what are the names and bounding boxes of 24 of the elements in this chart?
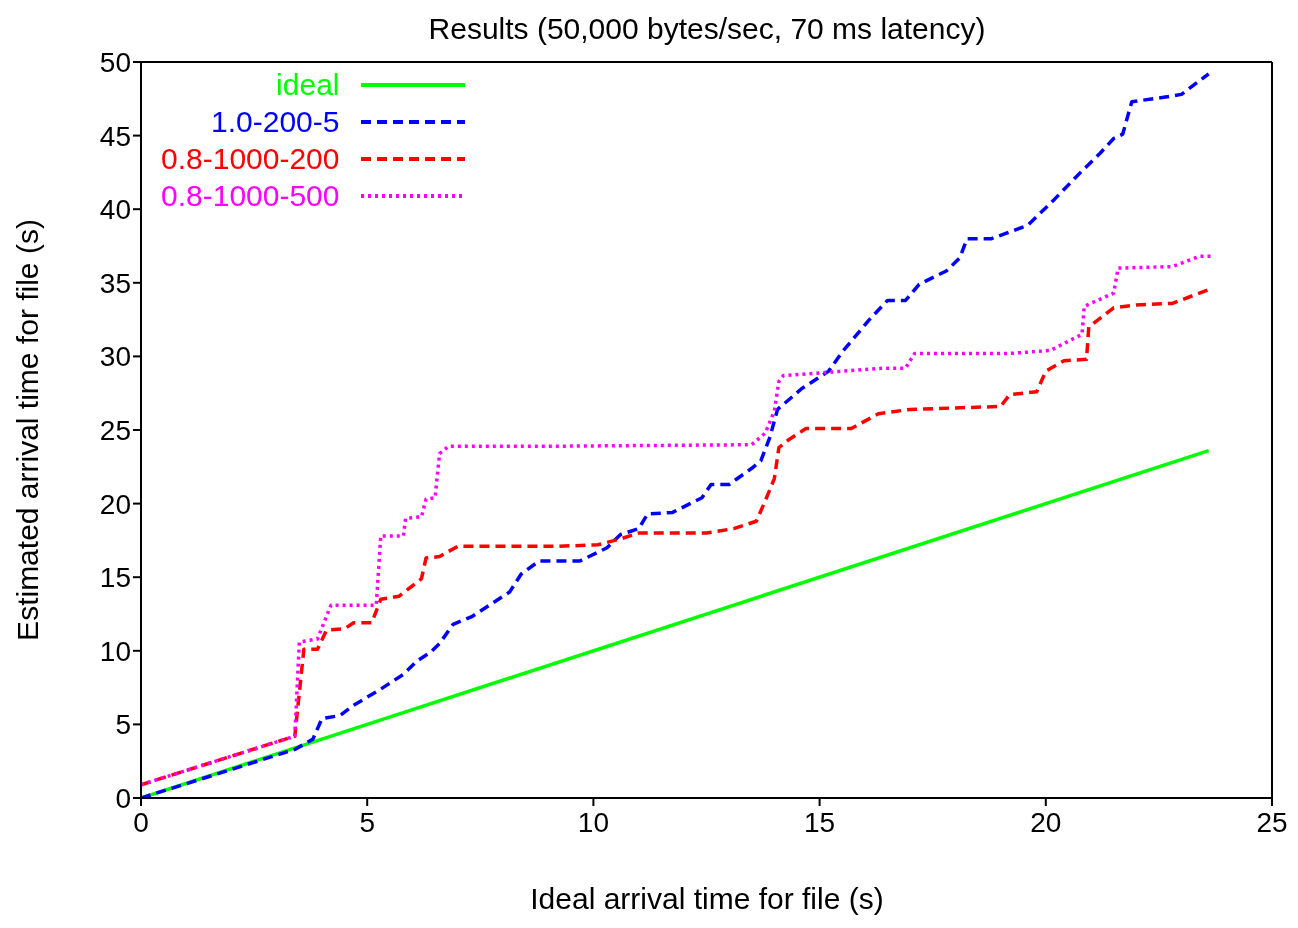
y-axis-title: Estimated arrival time for file (s) [11,219,45,641]
y-tick-label: 10 [99,635,131,667]
y-tick-label: 0 [115,782,131,814]
y-tick-label: 40 [99,194,131,226]
y-tick-label: 15 [99,562,131,594]
y-tick-label: 30 [99,341,131,373]
y-tick-label: 25 [99,414,131,446]
chart-title: Results (50,000 bytes/sec, 70 ms latency) [427,12,987,46]
x-axis-title: Ideal arrival time for file (s) [529,882,885,916]
x-tick-label: 5 [359,806,375,838]
x-tick-label: 15 [804,806,836,838]
x-tick-label: 10 [577,806,609,838]
y-tick-label: 50 [99,46,131,78]
legend-label: 1.0-200-5 [211,104,340,140]
legend-label: ideal [276,67,340,103]
y-tick-label: 20 [99,488,131,520]
legend-label: 0.8-1000-200 [161,141,340,177]
legend-label: 0.8-1000-500 [161,178,340,214]
x-tick-label: 20 [1030,806,1062,838]
y-tick-label: 5 [115,709,131,741]
line-series [141,72,1211,798]
y-tick-label: 35 [99,267,131,299]
x-tick-label: 25 [1256,806,1288,838]
y-tick-label: 45 [99,120,131,152]
